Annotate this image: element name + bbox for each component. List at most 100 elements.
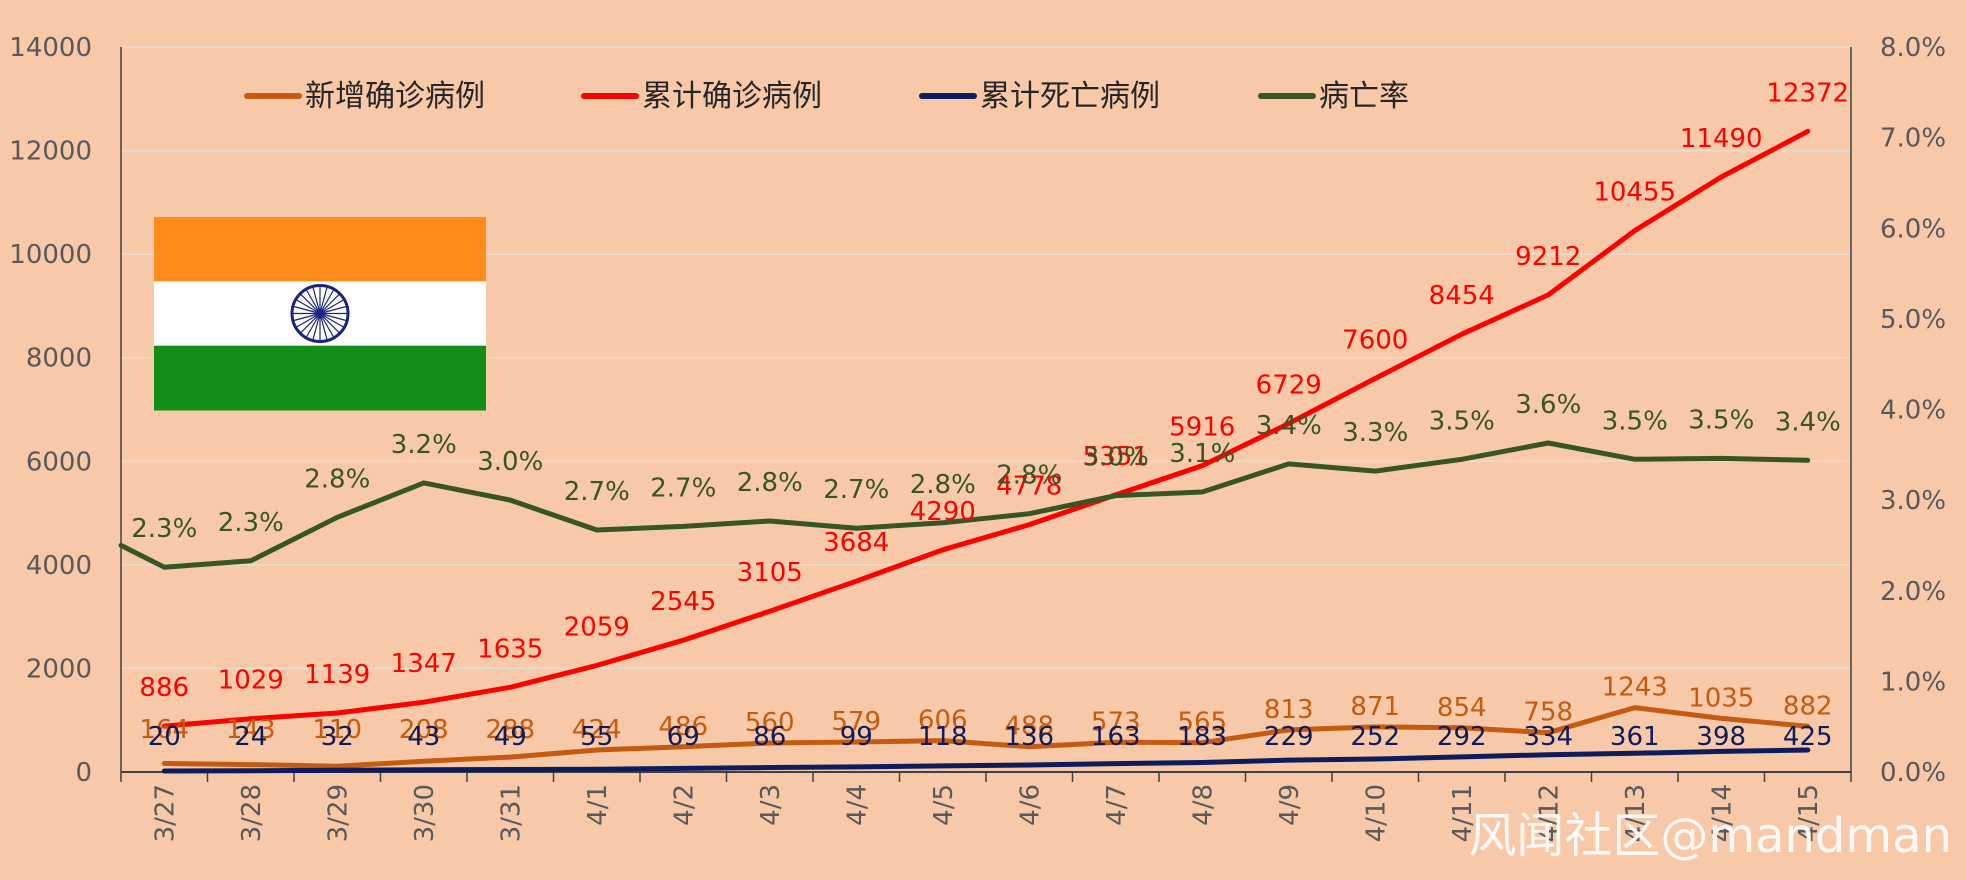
data-label: 5351 [1083,442,1149,472]
chakra-spoke [312,313,321,341]
data-label: 110 [312,715,362,745]
data-label: 3684 [823,528,889,558]
x-tick-label: 4/10 [1361,784,1391,842]
data-label: 252 [1350,722,1400,752]
data-label: 69 [667,722,700,752]
data-label: 3.0% [1083,443,1149,473]
data-label: 1035 [1688,683,1754,713]
x-tick-label: 4/9 [1275,784,1305,826]
data-label: 758 [1523,698,1573,728]
legend-label: 病亡率 [1319,79,1409,114]
data-label: 7600 [1342,325,1408,355]
data-label: 208 [399,715,449,745]
x-tick-label: 4/1 [583,784,613,826]
data-label: 4290 [910,497,976,527]
chakra-spoke [319,312,345,329]
chakra-spoke [319,313,335,339]
right-y-axis: 0.0% 1.0% 2.0% 3.0% 4.0% 5.0% 6.0% 7.0% 8.0% [1880,33,1946,788]
series-line [161,128,1811,729]
watermark-text: 风闻社区@mandman [1468,808,1952,864]
data-label: 1029 [218,666,284,696]
right-tick-label: 8.0% [1880,33,1946,63]
data-label: 6729 [1256,371,1322,401]
data-label: 606 [918,706,968,736]
chakra-spoke [319,286,328,314]
data-label: 3.5% [1688,405,1754,435]
data-label: 1347 [391,649,457,679]
left-tick-label: 14000 [9,33,92,63]
x-axis: 3/27 3/28 3/29 3/30 3/31 4/1 4/2 4/3 4/4 4/5 4/6 4/… [150,784,1824,842]
data-label: 24 [234,722,267,752]
data-label: 1139 [304,660,370,690]
legend-label: 累计死亡病例 [980,79,1160,114]
right-tick-label: 2.0% [1880,577,1946,607]
data-labels: 164 143 110 208 288 424 486 560 579 606 488 573 565 8… [131,78,1849,752]
data-label: 136 [1004,722,1054,752]
data-label: 2.8% [304,464,370,494]
data-label: 3.5% [1429,406,1495,436]
left-tick-label: 10000 [9,240,92,270]
chakra-spoke [319,312,348,322]
data-label: 854 [1437,693,1487,723]
x-tick-label: 4/12 [1534,784,1564,842]
x-tick-label: 4/6 [1015,784,1045,826]
left-tick-label: 0 [75,758,92,788]
series-line [161,705,1811,769]
x-tick-label: 4/3 [756,784,786,826]
chakra-spoke [312,286,321,314]
x-tick-label: 3/30 [410,784,440,842]
data-label: 425 [1783,722,1833,752]
data-label: 8454 [1429,281,1495,311]
right-tick-label: 1.0% [1880,667,1946,697]
chakra-spoke [292,312,321,322]
data-label: 2059 [564,612,630,642]
data-label: 11490 [1680,124,1763,154]
data-label: 560 [745,708,795,738]
flag-stripe [154,345,486,411]
data-label: 3.3% [1342,418,1408,448]
legend-label: 累计确诊病例 [642,79,822,114]
data-label: 488 [1004,712,1054,742]
chakra-spoke [295,312,321,329]
right-tick-label: 7.0% [1880,124,1946,154]
series-line [118,440,1811,570]
data-label: 3105 [737,558,803,588]
data-label: 3.2% [391,430,457,460]
data-label: 813 [1264,695,1314,725]
legend-label: 新增确诊病例 [305,79,485,114]
data-label: 2.7% [823,475,889,505]
data-label: 3.0% [477,447,543,477]
chakra-spoke [299,313,321,334]
data-label: 882 [1783,691,1833,721]
x-tick-label: 3/29 [323,784,353,842]
data-label: 86 [753,722,786,752]
data-label: 3.5% [1602,406,1668,436]
legend: 新增确诊病例 累计确诊病例 累计死亡病例 病亡率 [244,79,1409,114]
x-tick-label: 3/28 [237,784,267,842]
x-tick-label: 4/2 [669,784,699,826]
data-label: 55 [580,722,613,752]
x-tick-label: 4/8 [1188,784,1218,826]
data-label: 49 [494,722,527,752]
chakra-spoke [305,313,321,339]
data-label: 43 [407,722,440,752]
data-label: 99 [840,722,873,752]
data-label: 163 [1091,722,1141,752]
data-label: 9212 [1515,242,1581,272]
chakra-spoke [292,305,321,315]
chakra-spoke [299,293,321,314]
left-tick-label: 6000 [26,447,92,477]
data-label: 164 [139,715,189,745]
series-line [161,747,1811,774]
x-tick-label: 4/4 [842,784,872,826]
series-lines [118,128,1811,774]
axes [120,47,1852,782]
data-label: 1243 [1602,673,1668,703]
data-label: 361 [1610,722,1660,752]
data-label: 2545 [650,587,716,617]
x-tick-label: 4/13 [1621,784,1651,842]
data-label: 3.6% [1515,390,1581,420]
data-label: 398 [1696,722,1746,752]
data-label: 2.7% [564,477,630,507]
